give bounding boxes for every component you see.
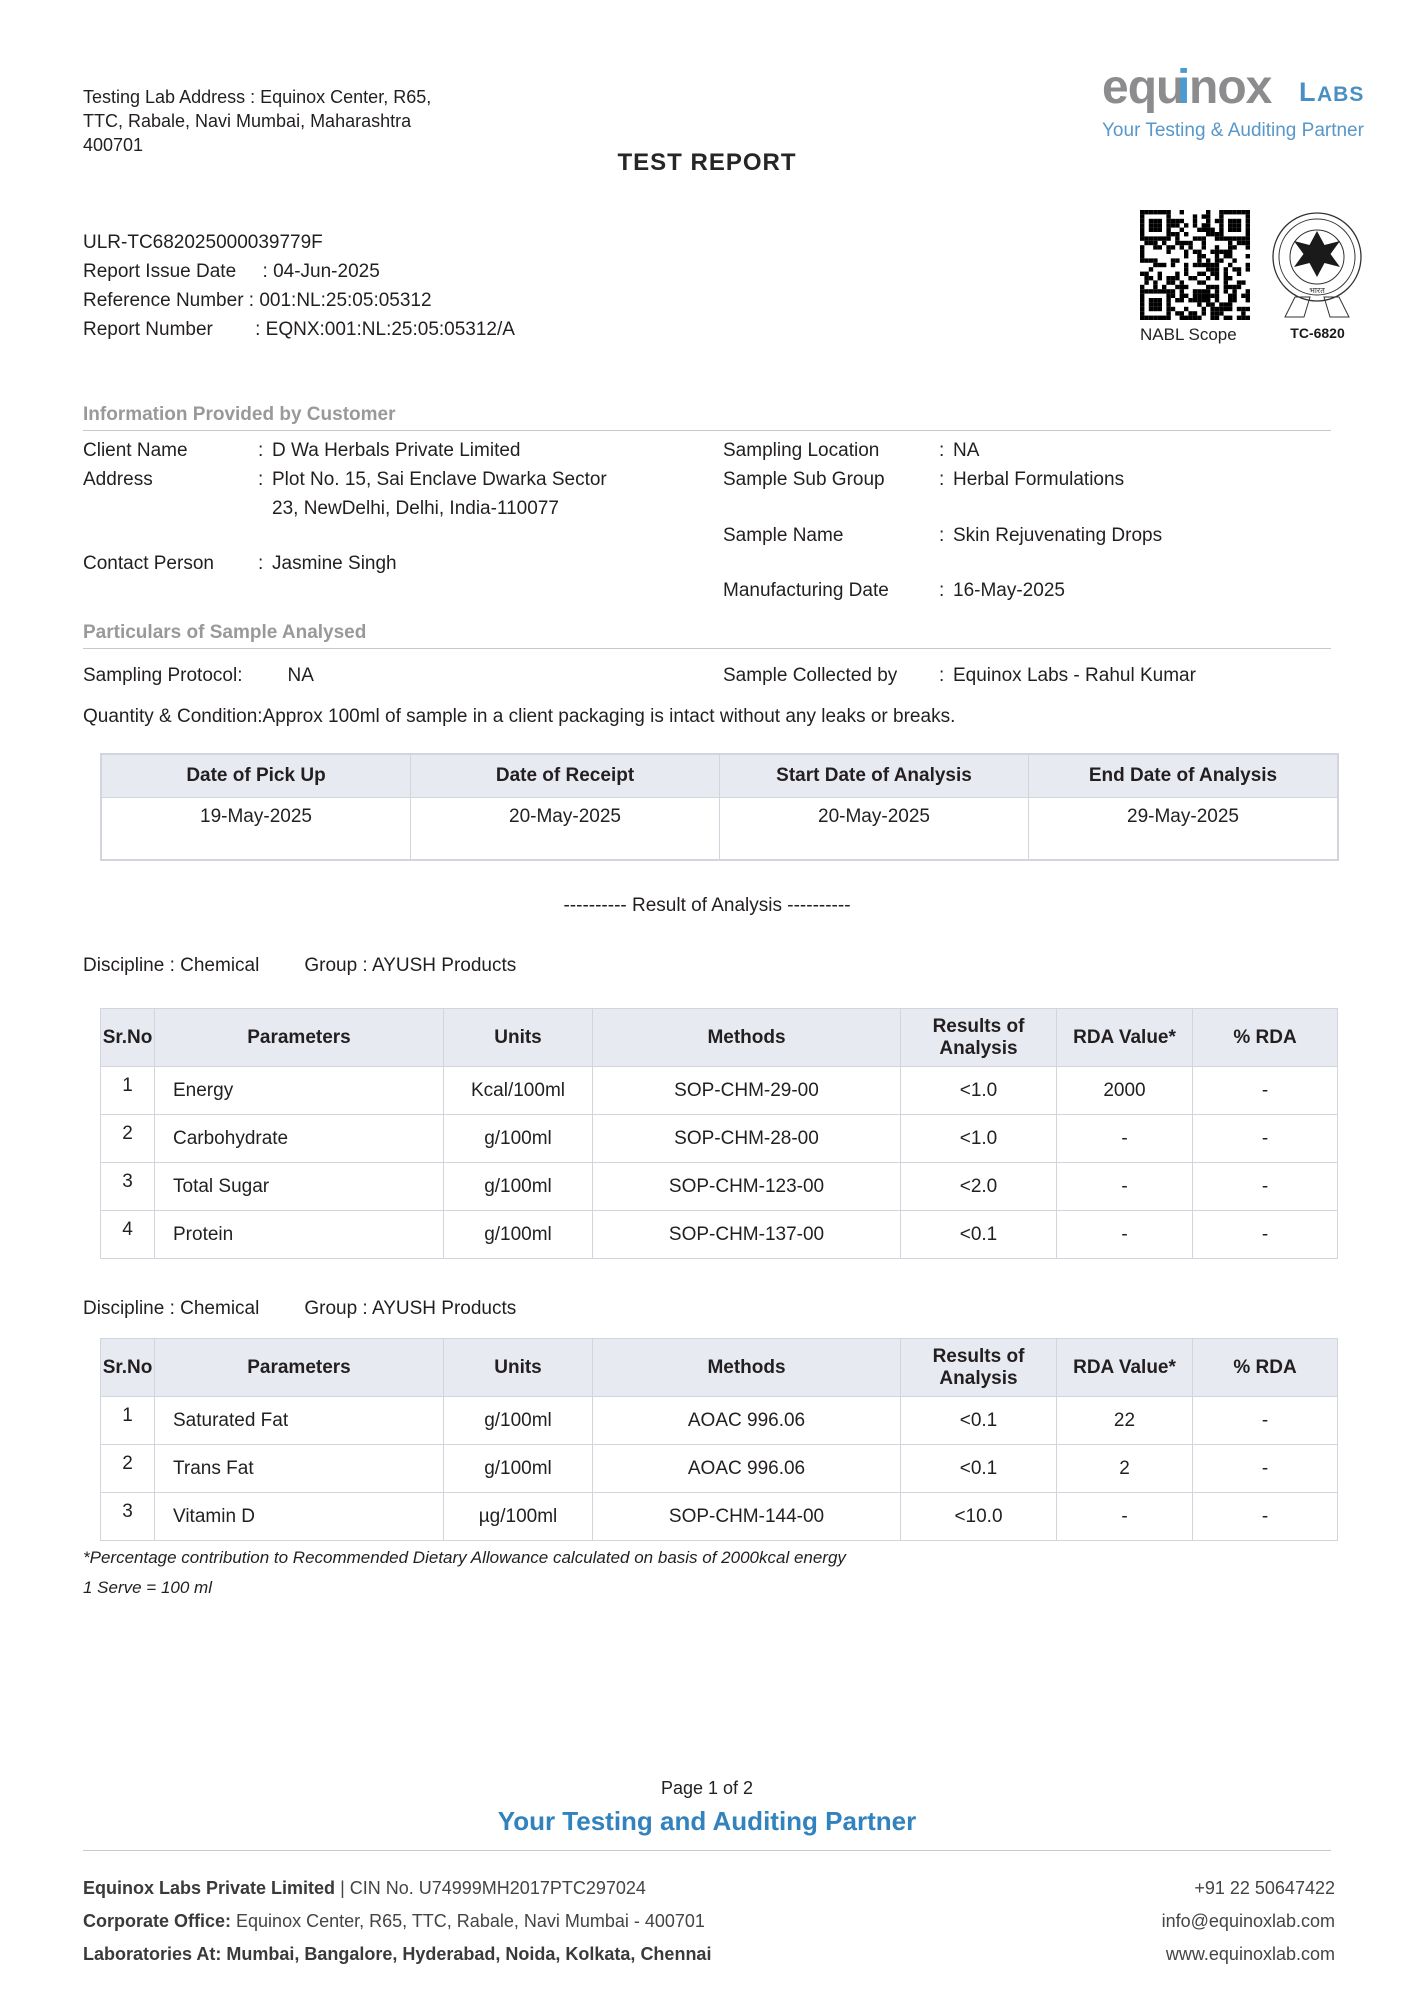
svg-text:ABS: ABS bbox=[1317, 83, 1364, 106]
svg-text:भारत: भारत bbox=[1309, 286, 1325, 295]
svg-text:i: i bbox=[1177, 62, 1189, 114]
svg-text:nox: nox bbox=[1189, 62, 1273, 114]
svg-text:L: L bbox=[1299, 77, 1317, 107]
svg-text:equ: equ bbox=[1102, 62, 1184, 114]
